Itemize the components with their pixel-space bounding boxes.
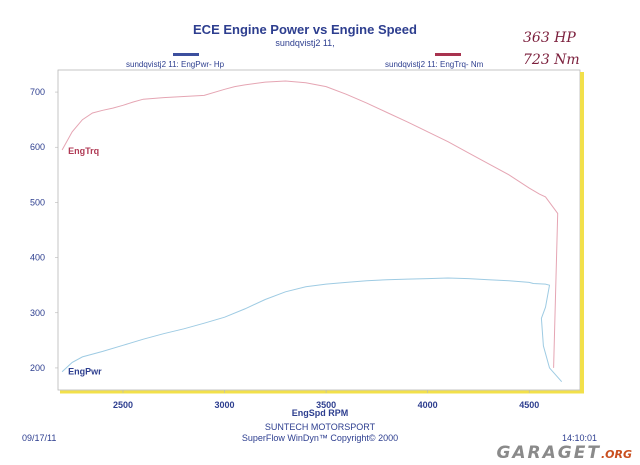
handwritten-power-note: 363 HP <box>523 30 576 46</box>
y-tick-label: 300 <box>30 308 45 318</box>
torque-legend-label: sundqvistj2 11: EngTrq- Nm <box>385 60 484 69</box>
y-tick-label: 200 <box>30 363 45 373</box>
series-label-engtrq: EngTrq <box>68 146 99 156</box>
x-tick-label: 3000 <box>215 400 235 410</box>
garaget-logo: GARAGET.ORG <box>496 443 632 463</box>
series-line-engtrq <box>61 80 559 368</box>
x-tick-label: 3500 <box>316 400 336 410</box>
chart-title: ECE Engine Power vs Engine Speed <box>193 22 417 37</box>
y-tick-label: 600 <box>30 142 45 152</box>
y-tick-label: 400 <box>30 253 45 263</box>
power-legend-swatch <box>173 53 199 56</box>
y-tick-label: 700 <box>30 87 45 97</box>
x-tick-label: 4000 <box>418 400 438 410</box>
x-tick-label: 2500 <box>113 400 133 410</box>
y-tick-label: 500 <box>30 197 45 207</box>
logo-suffix: .ORG <box>600 448 632 461</box>
footer-company: SUNTECH MOTORSPORT <box>264 422 376 432</box>
series-line-engpwr <box>61 277 563 383</box>
handwritten-torque-note: 723 Nm <box>523 52 580 68</box>
x-axis-label: EngSpd RPM <box>291 408 349 418</box>
x-tick-label: 4500 <box>519 400 539 410</box>
footer-time: 14:10:01 <box>562 433 598 443</box>
plot-frame <box>57 69 581 391</box>
logo-text: GARAGET <box>496 443 601 463</box>
power-legend-label: sundqvistj2 11: EngPwr- Hp <box>126 60 225 69</box>
series-label-engpwr: EngPwr <box>68 367 102 377</box>
footer-software: SuperFlow WinDyn™ Copyright© 2000 <box>241 433 399 443</box>
footer-date: 09/17/11 <box>22 433 57 443</box>
torque-legend-swatch <box>435 53 461 56</box>
chart-subtitle: sundqvistj2 11, <box>275 38 335 48</box>
